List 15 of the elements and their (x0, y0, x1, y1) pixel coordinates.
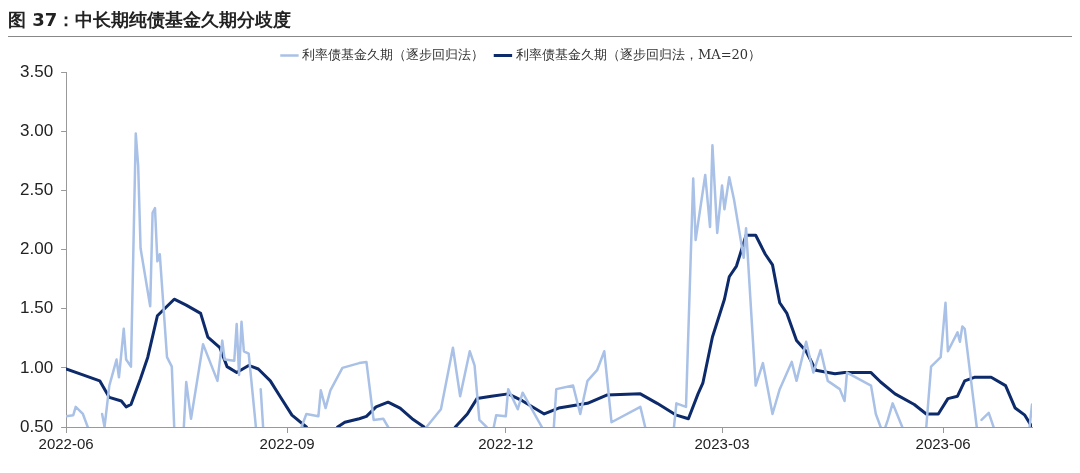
x-tick-label: 2023-03 (694, 435, 750, 453)
y-tick-label: 1.00 (19, 357, 54, 377)
y-tick-label: 3.00 (19, 120, 54, 140)
legend-label: 利率债基金久期（逐步回归法） (302, 46, 485, 62)
x-tick-label: 2022-09 (259, 435, 315, 453)
x-tick-label: 2022-06 (38, 435, 94, 453)
chart-title: 图 37：中长期纯债基金久期分歧度 (8, 8, 1072, 37)
y-tick-label: 2.50 (19, 180, 54, 200)
y-tick-label: 2.00 (19, 239, 54, 259)
y-tick-label: 3.50 (19, 61, 54, 81)
legend-label: 利率债基金久期（逐步回归法，MA=20） (515, 46, 762, 62)
x-tick-label: 2022-12 (478, 435, 534, 453)
y-tick-label: 0.50 (19, 416, 54, 436)
y-tick-label: 1.50 (19, 298, 54, 318)
x-tick-label: 2023-06 (915, 435, 971, 453)
